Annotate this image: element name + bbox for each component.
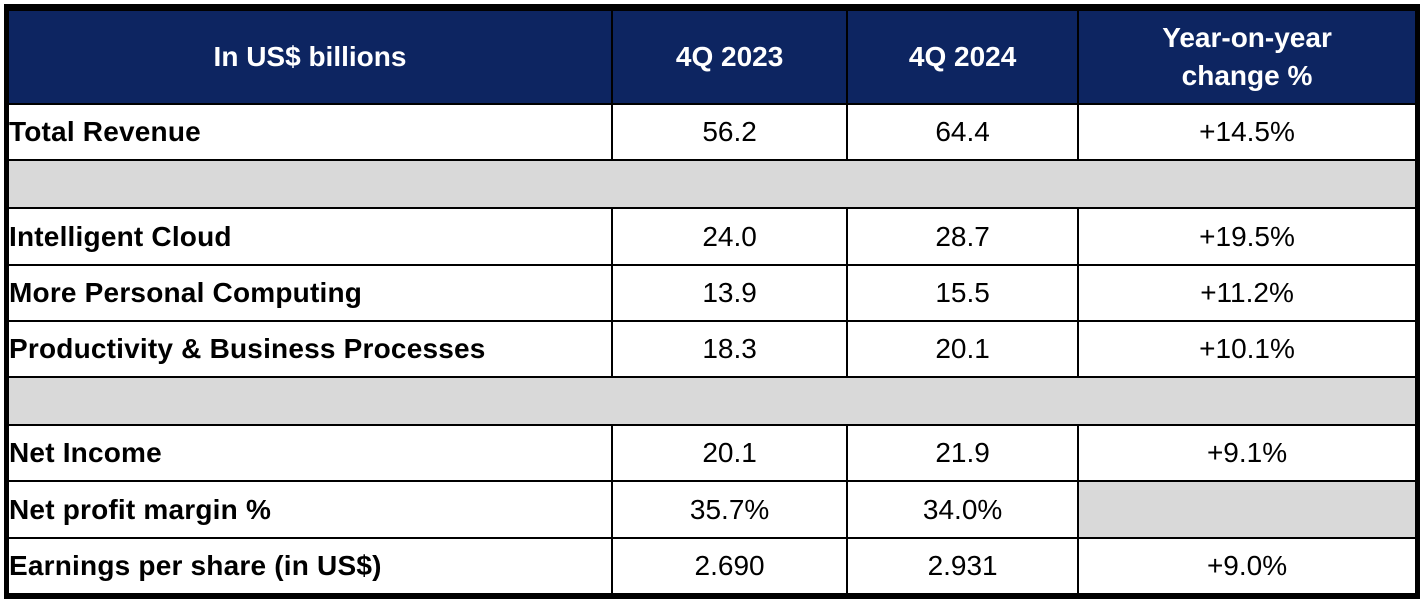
value-4q2024: 28.7 [846, 207, 1080, 266]
value-4q2023: 56.2 [611, 103, 849, 162]
header-cell-yoy-change: Year-on-year change % [1077, 8, 1417, 106]
header-cell-metric: In US$ billions [6, 8, 614, 106]
spacer-row [7, 159, 1417, 210]
table-row-earnings-per-share: Earnings per share (in US$) 2.690 2.931 … [6, 536, 1417, 596]
value-4q2024: 64.4 [846, 103, 1080, 162]
table-row-more-personal-computing: More Personal Computing 13.9 15.5 +11.2% [6, 263, 1417, 322]
value-yoy: +10.1% [1077, 319, 1417, 379]
value-4q2023: 35.7% [611, 480, 849, 539]
value-4q2024: 2.931 [846, 536, 1080, 596]
table-row-productivity-business-processes: Productivity & Business Processes 18.3 2… [6, 319, 1417, 379]
value-4q2023: 18.3 [611, 319, 849, 379]
table-row-total-revenue: Total Revenue 56.2 64.4 +14.5% [6, 103, 1417, 162]
value-4q2024: 20.1 [846, 319, 1080, 379]
row-label: Net Income [6, 424, 614, 483]
value-4q2023: 2.690 [611, 536, 849, 596]
spacer-row [7, 376, 1417, 427]
row-label: Intelligent Cloud [6, 207, 614, 266]
value-4q2023: 24.0 [611, 207, 849, 266]
table-row-net-profit-margin: Net profit margin % 35.7% 34.0% [6, 480, 1417, 539]
row-label: Earnings per share (in US$) [6, 536, 614, 596]
value-4q2024: 34.0% [846, 480, 1080, 539]
spacer-band [7, 159, 1417, 210]
row-label: Net profit margin % [6, 480, 614, 539]
header-cell-4q2023: 4Q 2023 [611, 8, 849, 106]
row-label: More Personal Computing [6, 263, 614, 322]
value-yoy: +19.5% [1077, 207, 1417, 266]
value-4q2023: 13.9 [611, 263, 849, 322]
header-row: In US$ billions 4Q 2023 4Q 2024 Year-on-… [6, 8, 1417, 106]
header-cell-4q2024: 4Q 2024 [846, 8, 1080, 106]
results-table-frame: In US$ billions 4Q 2023 4Q 2024 Year-on-… [4, 4, 1420, 599]
value-4q2024: 21.9 [846, 424, 1080, 483]
value-yoy: +9.1% [1077, 424, 1417, 483]
spacer-band [7, 376, 1417, 427]
value-4q2023: 20.1 [611, 424, 849, 483]
value-yoy: +9.0% [1077, 536, 1417, 596]
financial-results-table: In US$ billions 4Q 2023 4Q 2024 Year-on-… [6, 8, 1417, 596]
row-label: Total Revenue [6, 103, 614, 162]
row-label: Productivity & Business Processes [6, 319, 614, 379]
value-yoy: +14.5% [1077, 103, 1417, 162]
value-yoy-empty [1077, 480, 1417, 539]
value-4q2024: 15.5 [846, 263, 1080, 322]
table-row-net-income: Net Income 20.1 21.9 +9.1% [6, 424, 1417, 483]
table-row-intelligent-cloud: Intelligent Cloud 24.0 28.7 +19.5% [6, 207, 1417, 266]
value-yoy: +11.2% [1077, 263, 1417, 322]
